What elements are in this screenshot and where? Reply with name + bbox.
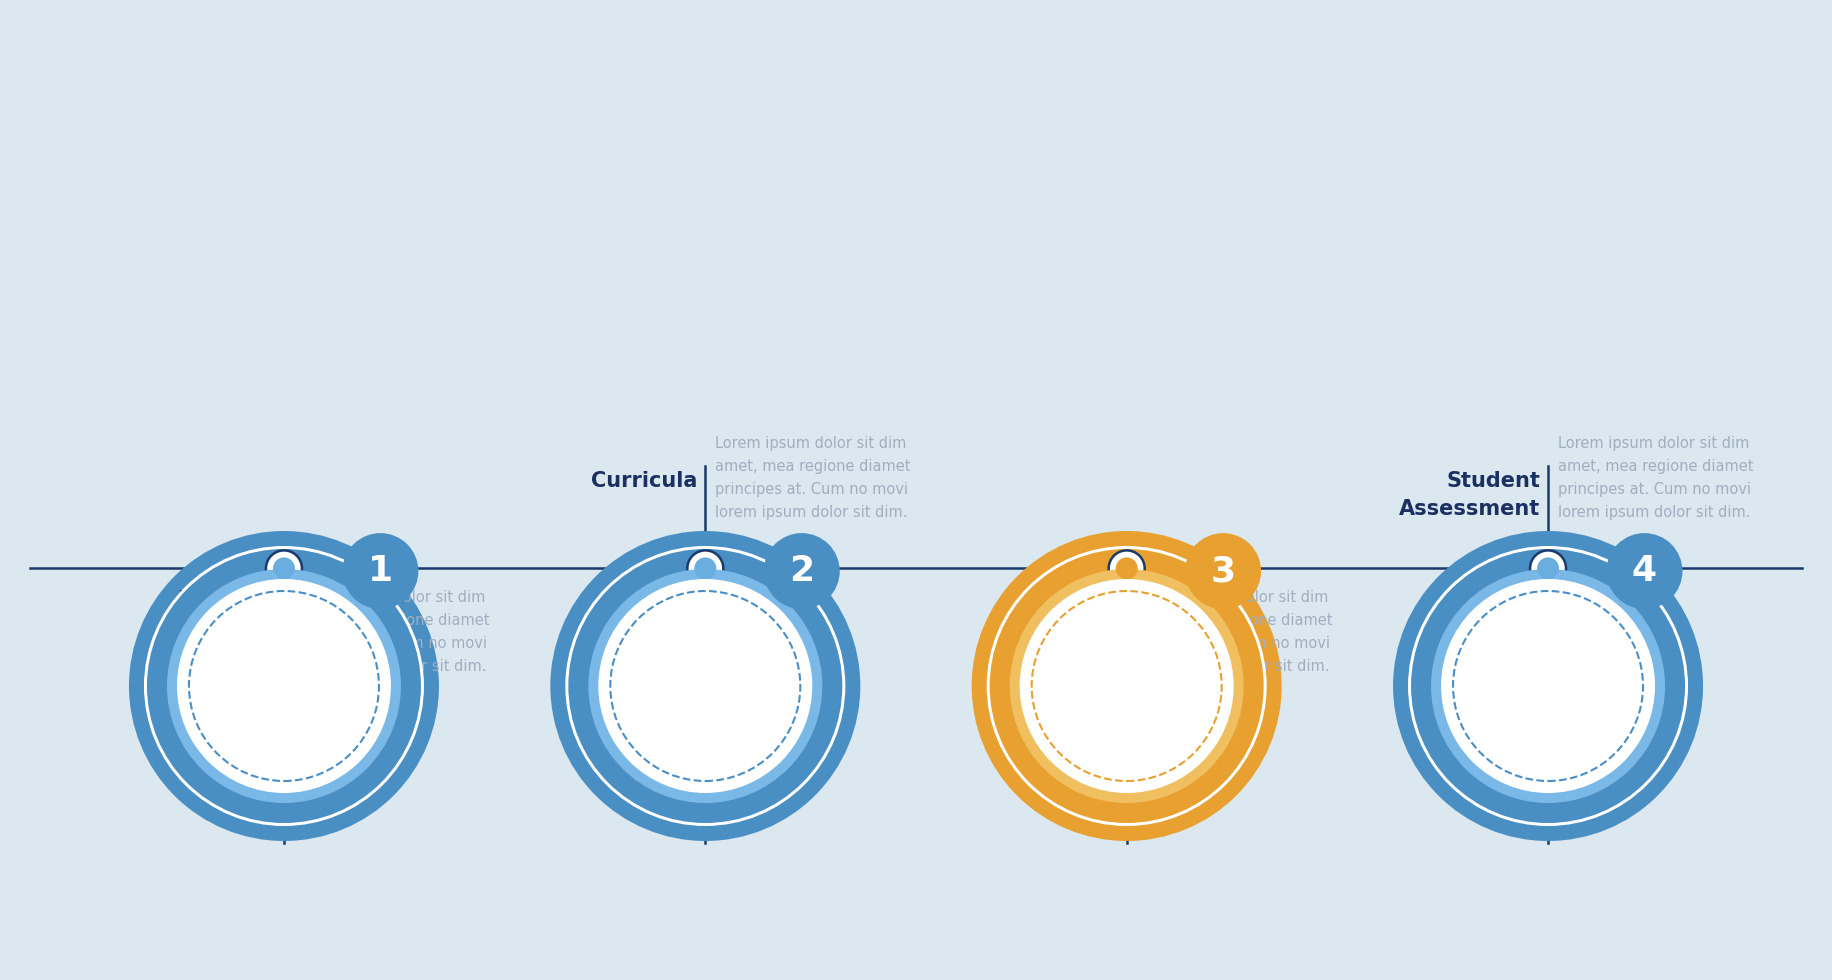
Circle shape [1411,549,1685,823]
Circle shape [764,533,839,610]
Circle shape [266,551,302,586]
Circle shape [1607,533,1682,610]
Circle shape [1530,551,1566,586]
Text: National
Education
Policies: National Education Policies [159,590,277,666]
Text: Student
Assessment: Student Assessment [1400,471,1541,519]
Text: Teacher
Education: Teacher Education [1002,590,1119,638]
Text: 1: 1 [368,554,392,588]
Circle shape [1116,558,1138,579]
Circle shape [568,549,843,823]
Text: Lorem ipsum dolor sit dim
amet, mea regione diamet
principes at. Cum no movi
lor: Lorem ipsum dolor sit dim amet, mea regi… [293,590,489,674]
Circle shape [971,531,1282,841]
Text: Lorem ipsum dolor sit dim
amet, mea regione diamet
principes at. Cum no movi
lor: Lorem ipsum dolor sit dim amet, mea regi… [714,436,911,519]
Circle shape [147,549,421,823]
Circle shape [1409,546,1687,826]
Circle shape [566,546,845,826]
Circle shape [1185,533,1260,610]
Circle shape [599,579,812,793]
Circle shape [178,579,390,793]
Circle shape [167,569,401,803]
Circle shape [273,558,295,579]
Circle shape [343,533,418,610]
Circle shape [588,569,823,803]
Circle shape [1009,569,1244,803]
Text: Lorem ipsum dolor sit dim
amet, mea regione diamet
principes at. Cum no movi
lor: Lorem ipsum dolor sit dim amet, mea regi… [1136,590,1332,674]
Circle shape [128,531,440,841]
Text: 3: 3 [1211,554,1235,588]
Text: Lorem ipsum dolor sit dim
amet, mea regione diamet
principes at. Cum no movi
lor: Lorem ipsum dolor sit dim amet, mea regi… [1557,436,1753,519]
Circle shape [145,546,423,826]
Circle shape [989,549,1264,823]
Circle shape [1431,569,1665,803]
Circle shape [687,551,724,586]
Circle shape [1108,551,1145,586]
Circle shape [1020,579,1233,793]
Text: Curricula: Curricula [592,471,698,491]
Text: 2: 2 [790,554,813,588]
Circle shape [1442,579,1654,793]
Circle shape [1537,558,1559,579]
Circle shape [550,531,861,841]
Text: 4: 4 [1632,554,1656,588]
Circle shape [694,558,716,579]
Circle shape [987,546,1266,826]
Circle shape [1392,531,1704,841]
